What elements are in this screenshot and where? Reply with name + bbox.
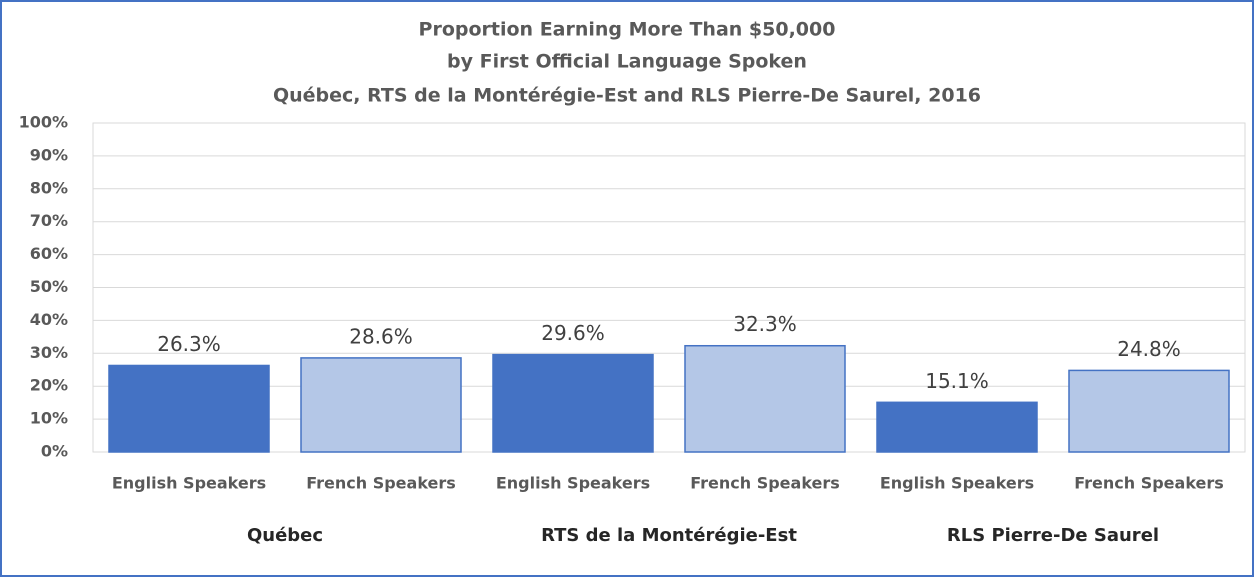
y-tick-label: 30%: [30, 343, 68, 362]
value-label: 28.6%: [349, 324, 413, 348]
value-label: 15.1%: [925, 369, 989, 393]
chart-subtitle: by First Official Language Spoken: [447, 51, 807, 73]
bar: [684, 344, 846, 453]
x-tick-label: French Speakers: [690, 474, 840, 493]
y-tick-label: 40%: [30, 310, 68, 329]
x-tick-label: English Speakers: [880, 474, 1034, 493]
y-tick-label: 90%: [30, 145, 68, 164]
bar: [492, 353, 654, 453]
x-tick-label: English Speakers: [496, 474, 650, 493]
value-label: 32.3%: [733, 312, 797, 336]
y-tick-label: 50%: [30, 277, 68, 296]
chart-title: Proportion Earning More Than $50,000: [419, 19, 836, 41]
y-tick-label: 100%: [19, 113, 68, 132]
group-label: RLS Pierre-De Saurel: [947, 525, 1159, 546]
chart-subtitle: Québec, RTS de la Montérégie-Est and RLS…: [273, 85, 981, 107]
y-tick-label: 20%: [30, 376, 68, 395]
bar: [1068, 369, 1230, 453]
value-label: 26.3%: [157, 332, 221, 356]
bar: [300, 357, 462, 453]
y-tick-label: 80%: [30, 178, 68, 197]
y-tick-label: 60%: [30, 244, 68, 263]
group-label: RTS de la Montérégie-Est: [541, 525, 797, 546]
group-label: Québec: [247, 525, 323, 546]
y-tick-label: 70%: [30, 211, 68, 230]
y-tick-label: 0%: [41, 442, 68, 461]
bar: [108, 364, 270, 453]
value-label: 29.6%: [541, 321, 605, 345]
x-tick-label: English Speakers: [112, 474, 266, 493]
y-tick-label: 10%: [30, 409, 68, 428]
value-label: 24.8%: [1117, 337, 1181, 361]
bar: [876, 401, 1038, 453]
x-tick-label: French Speakers: [306, 474, 456, 493]
x-tick-label: French Speakers: [1074, 474, 1224, 493]
